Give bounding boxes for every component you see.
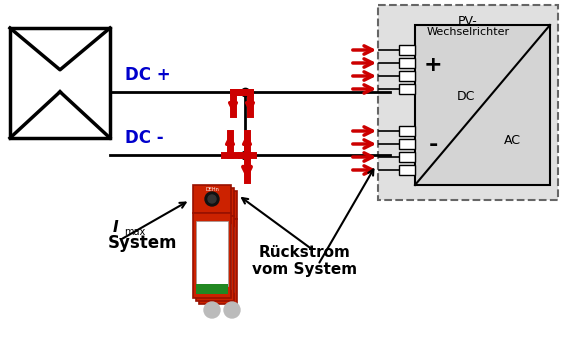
- Text: DC: DC: [457, 91, 476, 103]
- Bar: [399, 139, 415, 149]
- Bar: [199, 287, 231, 297]
- Circle shape: [205, 192, 219, 206]
- Bar: [196, 188, 234, 216]
- Bar: [399, 152, 415, 162]
- Text: max: max: [124, 227, 145, 237]
- Bar: [399, 84, 415, 94]
- Bar: [199, 224, 231, 289]
- Bar: [399, 45, 415, 55]
- Bar: [399, 58, 415, 68]
- FancyBboxPatch shape: [378, 5, 558, 200]
- Text: PV-: PV-: [458, 15, 478, 28]
- Text: AC: AC: [504, 134, 521, 147]
- Text: DC -: DC -: [125, 129, 164, 147]
- Bar: [199, 219, 237, 304]
- Text: DEHn: DEHn: [205, 187, 219, 192]
- Bar: [196, 216, 234, 301]
- Text: Rückstrom: Rückstrom: [259, 245, 351, 260]
- Bar: [399, 165, 415, 175]
- Text: I: I: [113, 220, 119, 235]
- Circle shape: [211, 198, 219, 206]
- Text: Wechselrichter: Wechselrichter: [427, 27, 510, 37]
- Text: -: -: [428, 135, 438, 155]
- Bar: [399, 71, 415, 81]
- Bar: [202, 227, 234, 292]
- Bar: [193, 185, 231, 213]
- Bar: [10, 28, 110, 138]
- Circle shape: [208, 195, 222, 209]
- Circle shape: [211, 198, 225, 212]
- Text: +: +: [424, 55, 442, 75]
- Text: DC +: DC +: [125, 66, 171, 84]
- Bar: [202, 290, 234, 300]
- Bar: [399, 126, 415, 136]
- Circle shape: [204, 302, 220, 318]
- Bar: [193, 213, 231, 298]
- Bar: [196, 284, 228, 294]
- Circle shape: [224, 302, 240, 318]
- Circle shape: [208, 195, 216, 203]
- Bar: [199, 191, 237, 219]
- Text: System: System: [108, 234, 177, 252]
- Circle shape: [214, 201, 222, 209]
- Bar: [196, 221, 228, 286]
- Bar: [415, 25, 550, 185]
- Text: vom System: vom System: [253, 262, 358, 277]
